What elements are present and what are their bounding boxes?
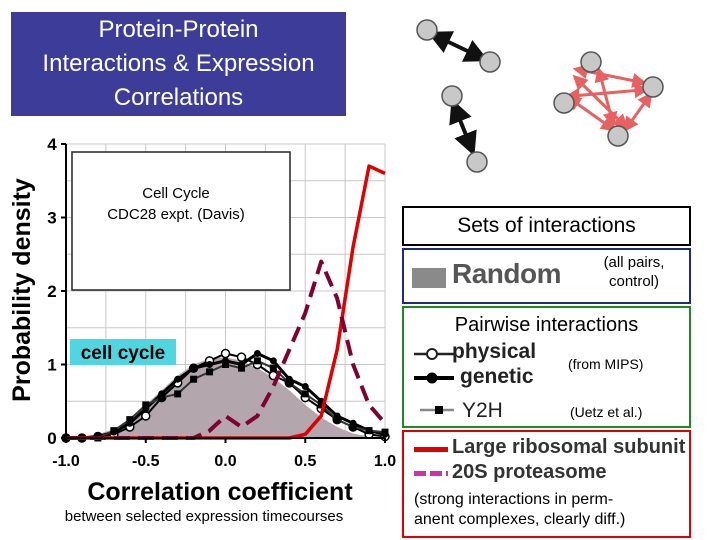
series-y2h-point [317,401,325,409]
random-note-line-2: control) [608,273,660,290]
node-clique [553,51,664,147]
random-label: Random [452,258,562,289]
x-tick-label: 0.0 [214,453,236,470]
y-tick-label: 4 [47,135,57,154]
x-tick-label: -1.0 [52,453,80,470]
filled-circle-icon [426,372,438,384]
double-arrow-icon [449,98,477,157]
random-note: (all pairs, control) [584,253,684,291]
random-legend-box: Random (all pairs, control) [402,248,691,304]
node-circle [580,51,602,73]
series-physical-point [236,352,247,362]
pairwise-legend-markers [414,348,454,414]
series-y2h-point [110,427,118,435]
series-y2h-point [349,423,357,431]
series-y2h-point [126,416,134,424]
double-arrow-icon [594,66,618,128]
node-circle [441,85,463,107]
inset-box [71,151,291,291]
ribosomal-line [414,447,448,452]
series-genetic-point [190,364,198,372]
y-tick-label: 0 [47,429,56,448]
series-y2h-point [365,427,373,435]
series-y2h-point [301,390,309,398]
proteasome-label: 20S proteasome [452,461,607,483]
random-note-line-1: (all pairs, [603,254,665,271]
node-circle [479,51,501,73]
x-axis-label: Correlation coefficient [87,478,353,505]
series-y2h-point [333,416,341,424]
y-tick-label: 2 [47,282,56,301]
y-axis-label: Probability density [8,178,36,402]
complex-note-line-2: anent complexes, clearly diff.) [414,511,626,528]
series-y2h-point [381,428,389,436]
node-circle [553,92,575,114]
x-tick-label: 1.0 [374,453,396,470]
title-line-1: Protein-Protein [98,16,259,43]
series-y2h-point [174,390,182,398]
series-y2h-point [269,364,277,372]
ribosomal-label: Large ribosomal subunit [452,436,686,458]
complex-note-line-1: (strong interactions in perm- [414,491,614,508]
double-arrow-icon [572,74,629,130]
series-physical-point [220,348,231,359]
proteasome-line [414,471,448,476]
open-circle-icon [426,348,438,360]
title-line-2: Interactions & Expression [42,50,315,77]
cell-cycle-tag-text: cell cycle [81,343,166,364]
series-genetic-point [269,357,277,365]
inset-label-1: Cell Cycle [142,185,210,202]
series-genetic-point [253,349,261,357]
cell-cycle-tag [70,339,176,365]
series-y2h-point [253,357,261,365]
chart-caption: between selected expression timecourses [64,508,344,525]
series-y2h-point [206,368,214,376]
node-circle [607,125,629,147]
node-circle [416,19,438,41]
double-arrow-icon [427,31,489,62]
series-y2h-point [222,361,229,368]
pairwise-legend-box: Pairwise interactions physical genetic (… [402,306,691,428]
series-y2h-point [190,375,198,383]
series-y2h-point [142,401,150,409]
complex-note: (strong interactions in perm- anent comp… [414,490,689,530]
x-tick-label: 0.5 [294,453,316,470]
correlation-chart: 0 1 2 3 4 -1.0 -0.5 0.0 0.5 1.0 Cell Cycle CDC28 … [0,130,400,505]
random-swatch [412,268,446,288]
series-genetic-point [301,383,309,391]
sets-title: Sets of interactions [457,214,636,237]
uetz-note: (Uetz et al.) [570,404,643,420]
x-tick-label: -0.5 [132,453,160,470]
mips-note: (from MIPS) [568,356,644,372]
interaction-diagram [416,19,664,173]
sets-of-interactions-box: Sets of interactions [402,206,691,246]
inset-label-2: CDC28 expt. (Davis) [107,206,245,223]
pairwise-title: Pairwise interactions [454,314,639,336]
series-genetic-point [206,361,214,368]
series-genetic-point [174,375,182,383]
node-pair-1 [416,19,501,73]
node-pair-2 [441,85,488,173]
genetic-label: genetic [460,365,534,388]
node-circle [642,76,664,98]
chart-axes: 0 1 2 3 4 -1.0 -0.5 0.0 0.5 1.0 [47,135,396,470]
title-box: Protein-Protein Interactions & Expressio… [11,12,346,116]
physical-label: physical [452,340,537,363]
filled-square-icon [435,406,443,414]
node-circle [466,151,488,173]
double-arrow-icon [623,91,653,133]
series-y2h-point [158,394,166,402]
y-tick-label: 3 [47,209,56,228]
y2h-label: Y2H [462,399,503,422]
series-y2h-point [237,364,245,372]
series-y2h-point [285,379,293,387]
title-line-3: Correlations [113,84,244,111]
complexes-legend-box: Large ribosomal subunit 20S proteasome (… [402,430,691,538]
y-tick-label: 1 [47,356,56,375]
